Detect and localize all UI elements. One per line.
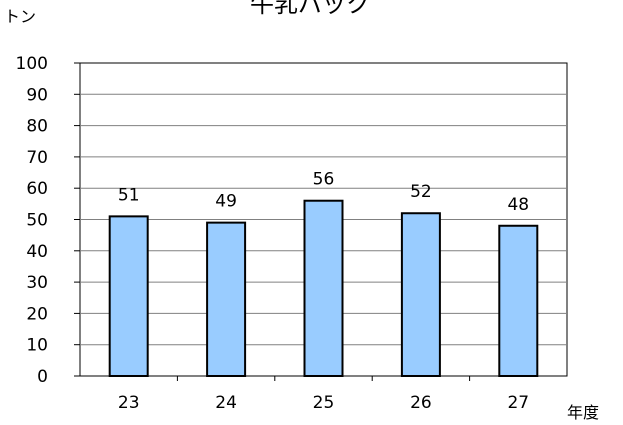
- bar-23: [108, 215, 149, 377]
- value-labels: 51 49 56 52 48: [118, 170, 529, 215]
- x-tick-label: 27: [507, 393, 529, 413]
- x-tick-label: 24: [215, 393, 237, 413]
- y-tick-label: 60: [26, 179, 48, 199]
- y-axis-unit-label: トン: [4, 7, 36, 26]
- y-tick-label: 70: [26, 148, 48, 168]
- bars: [108, 199, 539, 377]
- y-tick-label: 80: [26, 117, 48, 137]
- chart-title: 牛乳パック: [250, 0, 370, 18]
- value-label-27: 48: [507, 195, 529, 215]
- y-tick-label: 30: [26, 273, 48, 293]
- value-label-25: 56: [313, 170, 335, 190]
- y-tick-label: 40: [26, 242, 48, 262]
- y-tick-label: 50: [26, 211, 48, 231]
- value-label-23: 51: [118, 185, 140, 205]
- gridlines: [80, 93, 567, 346]
- y-tick-label: 0: [37, 367, 48, 387]
- bar-27: [498, 224, 539, 377]
- bar-26: [400, 212, 441, 377]
- x-tick-label: 25: [313, 393, 335, 413]
- y-tick-label: 90: [26, 85, 48, 105]
- value-label-26: 52: [410, 182, 432, 202]
- x-tick-label: 26: [410, 393, 432, 413]
- y-tick-label: 10: [26, 336, 48, 356]
- x-tick-label: 23: [118, 393, 140, 413]
- bar-25: [303, 199, 344, 377]
- bar-24: [206, 221, 247, 377]
- value-label-24: 49: [215, 192, 237, 212]
- y-tick-label: 20: [26, 304, 48, 324]
- x-axis-ticks: 23 24 25 26 27: [118, 376, 529, 413]
- x-axis-unit-label: 年度: [567, 403, 599, 422]
- y-tick-label: 100: [16, 54, 48, 74]
- y-axis-ticks: 0 10 20 30 40 50 60 70 80 90 100: [16, 54, 80, 387]
